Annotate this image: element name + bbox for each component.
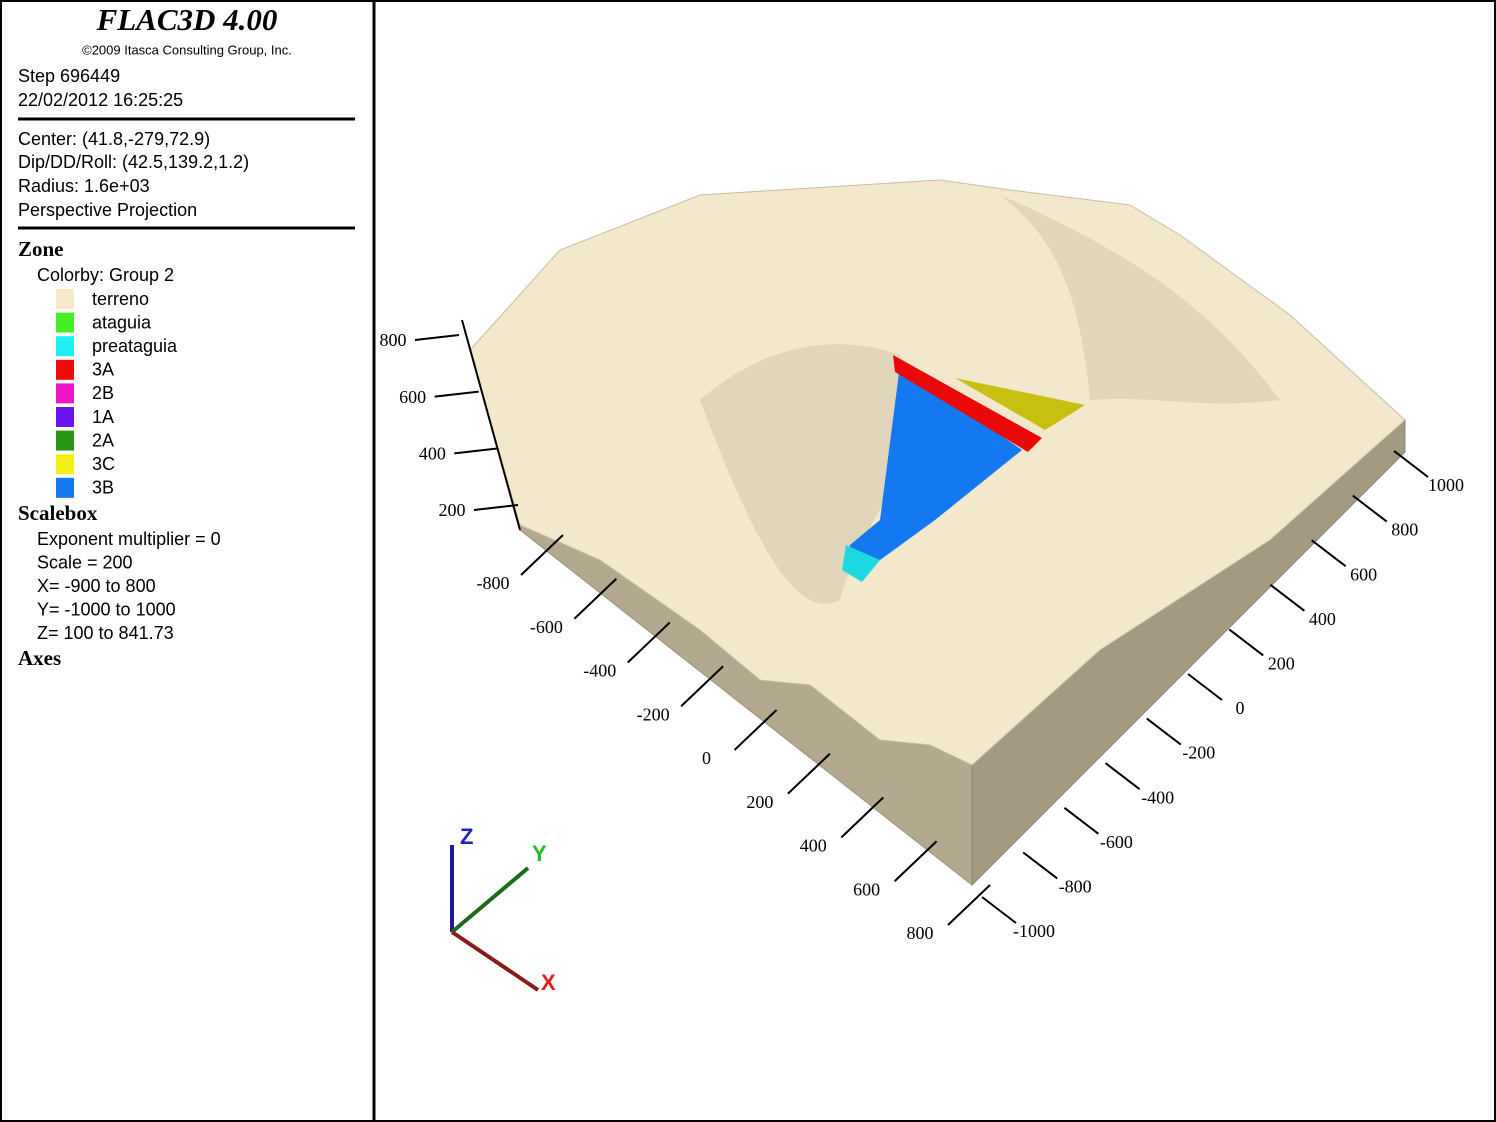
scalebox-line: X= -900 to 800: [37, 576, 156, 596]
scalebox-line: Scale = 200: [37, 552, 133, 572]
view-line: Radius: 1.6e+03: [18, 176, 150, 196]
model: [469, 179, 1406, 887]
tick-mark: [1063, 807, 1100, 835]
tick-mark: [1269, 584, 1306, 612]
tick-mark: [1310, 539, 1347, 567]
legend-swatch: [56, 359, 74, 380]
tick-mark: [1187, 673, 1223, 701]
legend-label: 3C: [92, 454, 115, 474]
step: Step 696449: [18, 66, 120, 86]
zone-heading: Zone: [18, 237, 64, 261]
tick-mark: [680, 665, 724, 707]
legend-label: preataguia: [92, 336, 178, 356]
triad-y: Y: [532, 841, 547, 866]
tick-label: 400: [419, 443, 446, 463]
date: 22/02/2012 16:25:25: [18, 90, 183, 110]
tick-label: 800: [1391, 520, 1418, 540]
legend-label: 2A: [92, 430, 114, 450]
tick-mark: [414, 334, 460, 341]
view-line: Perspective Projection: [18, 200, 197, 220]
tick-label: -200: [1182, 743, 1215, 763]
tick-label: -1000: [1013, 921, 1055, 941]
tick-mark: [787, 753, 831, 795]
tick-label: -600: [1100, 832, 1133, 852]
tick-mark: [840, 796, 884, 839]
legend-label: 3A: [92, 360, 114, 380]
tick-mark: [981, 896, 1017, 924]
tick-label: 0: [702, 748, 711, 768]
info-panel: FLAC3D 4.00 ©2009 Itasca Consulting Grou…: [18, 2, 355, 670]
view-line: Center: (41.8,-279,72.9): [18, 129, 210, 149]
tick-mark: [434, 390, 479, 398]
view-line: Dip/DD/Roll: (42.5,139.2,1.2): [18, 152, 249, 172]
axes-heading: Axes: [18, 646, 61, 670]
tick-mark: [1393, 450, 1429, 478]
tick-mark: [573, 578, 618, 620]
tick-label: 0: [1236, 698, 1245, 718]
y-axis: [450, 866, 530, 934]
tick-mark: [893, 840, 938, 882]
tick-label: 800: [380, 330, 407, 350]
legend-label: 2B: [92, 383, 114, 403]
triad-x: X: [541, 970, 556, 995]
colorby: Colorby: Group 2: [37, 265, 174, 285]
tick-mark: [947, 884, 991, 926]
tick-mark: [733, 709, 778, 751]
legend-label: terreno: [92, 289, 149, 309]
copyright: ©2009 Itasca Consulting Group, Inc.: [82, 42, 292, 57]
scalebox-line: Y= -1000 to 1000: [37, 600, 176, 620]
tick-label: 200: [439, 500, 466, 520]
tick-mark: [1146, 717, 1182, 746]
legend-swatch: [56, 454, 74, 475]
dam-3c: [955, 378, 1085, 430]
tick-label: 200: [746, 792, 773, 812]
legend-swatch: [56, 336, 74, 357]
tick-label: 1000: [1428, 475, 1464, 495]
tick-label: -400: [583, 661, 616, 681]
tick-mark: [1022, 851, 1058, 880]
tick-label: 600: [1350, 564, 1377, 584]
tick-label: -600: [530, 617, 563, 637]
tick-label: 200: [1268, 654, 1295, 674]
scalebox-line: Z= 100 to 841.73: [37, 623, 174, 643]
legend-swatch: [56, 383, 74, 404]
legend-swatch: [56, 289, 74, 309]
dam-3a: [893, 355, 1042, 452]
legend-swatch: [56, 312, 74, 333]
scalebox-heading: Scalebox: [18, 501, 98, 525]
legend-label: 3B: [92, 478, 114, 498]
x-axis: [450, 930, 540, 992]
valley-shade: [700, 344, 940, 604]
z-scale-axis: [461, 319, 521, 531]
tick-label: 800: [907, 923, 934, 943]
triad: Z Y X: [450, 824, 556, 995]
legend-label: 1A: [92, 407, 114, 427]
dam-preataguia: [842, 545, 880, 582]
tick-label: -800: [477, 573, 510, 593]
tick-mark: [1104, 762, 1141, 790]
legend-swatch: [56, 430, 74, 451]
title: FLAC3D 4.00: [96, 2, 278, 37]
tick-mark: [454, 447, 499, 455]
tick-label: 400: [800, 836, 827, 856]
tick-label: 600: [399, 387, 426, 407]
valley-shade: [1000, 195, 1280, 404]
tick-mark: [627, 621, 671, 664]
triad-z: Z: [460, 824, 473, 849]
tick-label: 400: [1309, 609, 1336, 629]
tick-label: -800: [1059, 877, 1092, 897]
tick-label: -200: [637, 704, 670, 724]
tick-mark: [1352, 494, 1388, 523]
legend-swatch: [56, 477, 74, 498]
legend-swatch: [56, 407, 74, 427]
dam-3b: [848, 365, 1022, 560]
tick-label: -400: [1141, 787, 1174, 807]
tick-mark: [473, 504, 519, 511]
scalebox-line: Exponent multiplier = 0: [37, 529, 221, 549]
tick-mark: [1228, 628, 1264, 657]
tick-label: 600: [853, 879, 880, 899]
legend-label: ataguia: [92, 312, 152, 332]
tick-mark: [520, 534, 564, 576]
